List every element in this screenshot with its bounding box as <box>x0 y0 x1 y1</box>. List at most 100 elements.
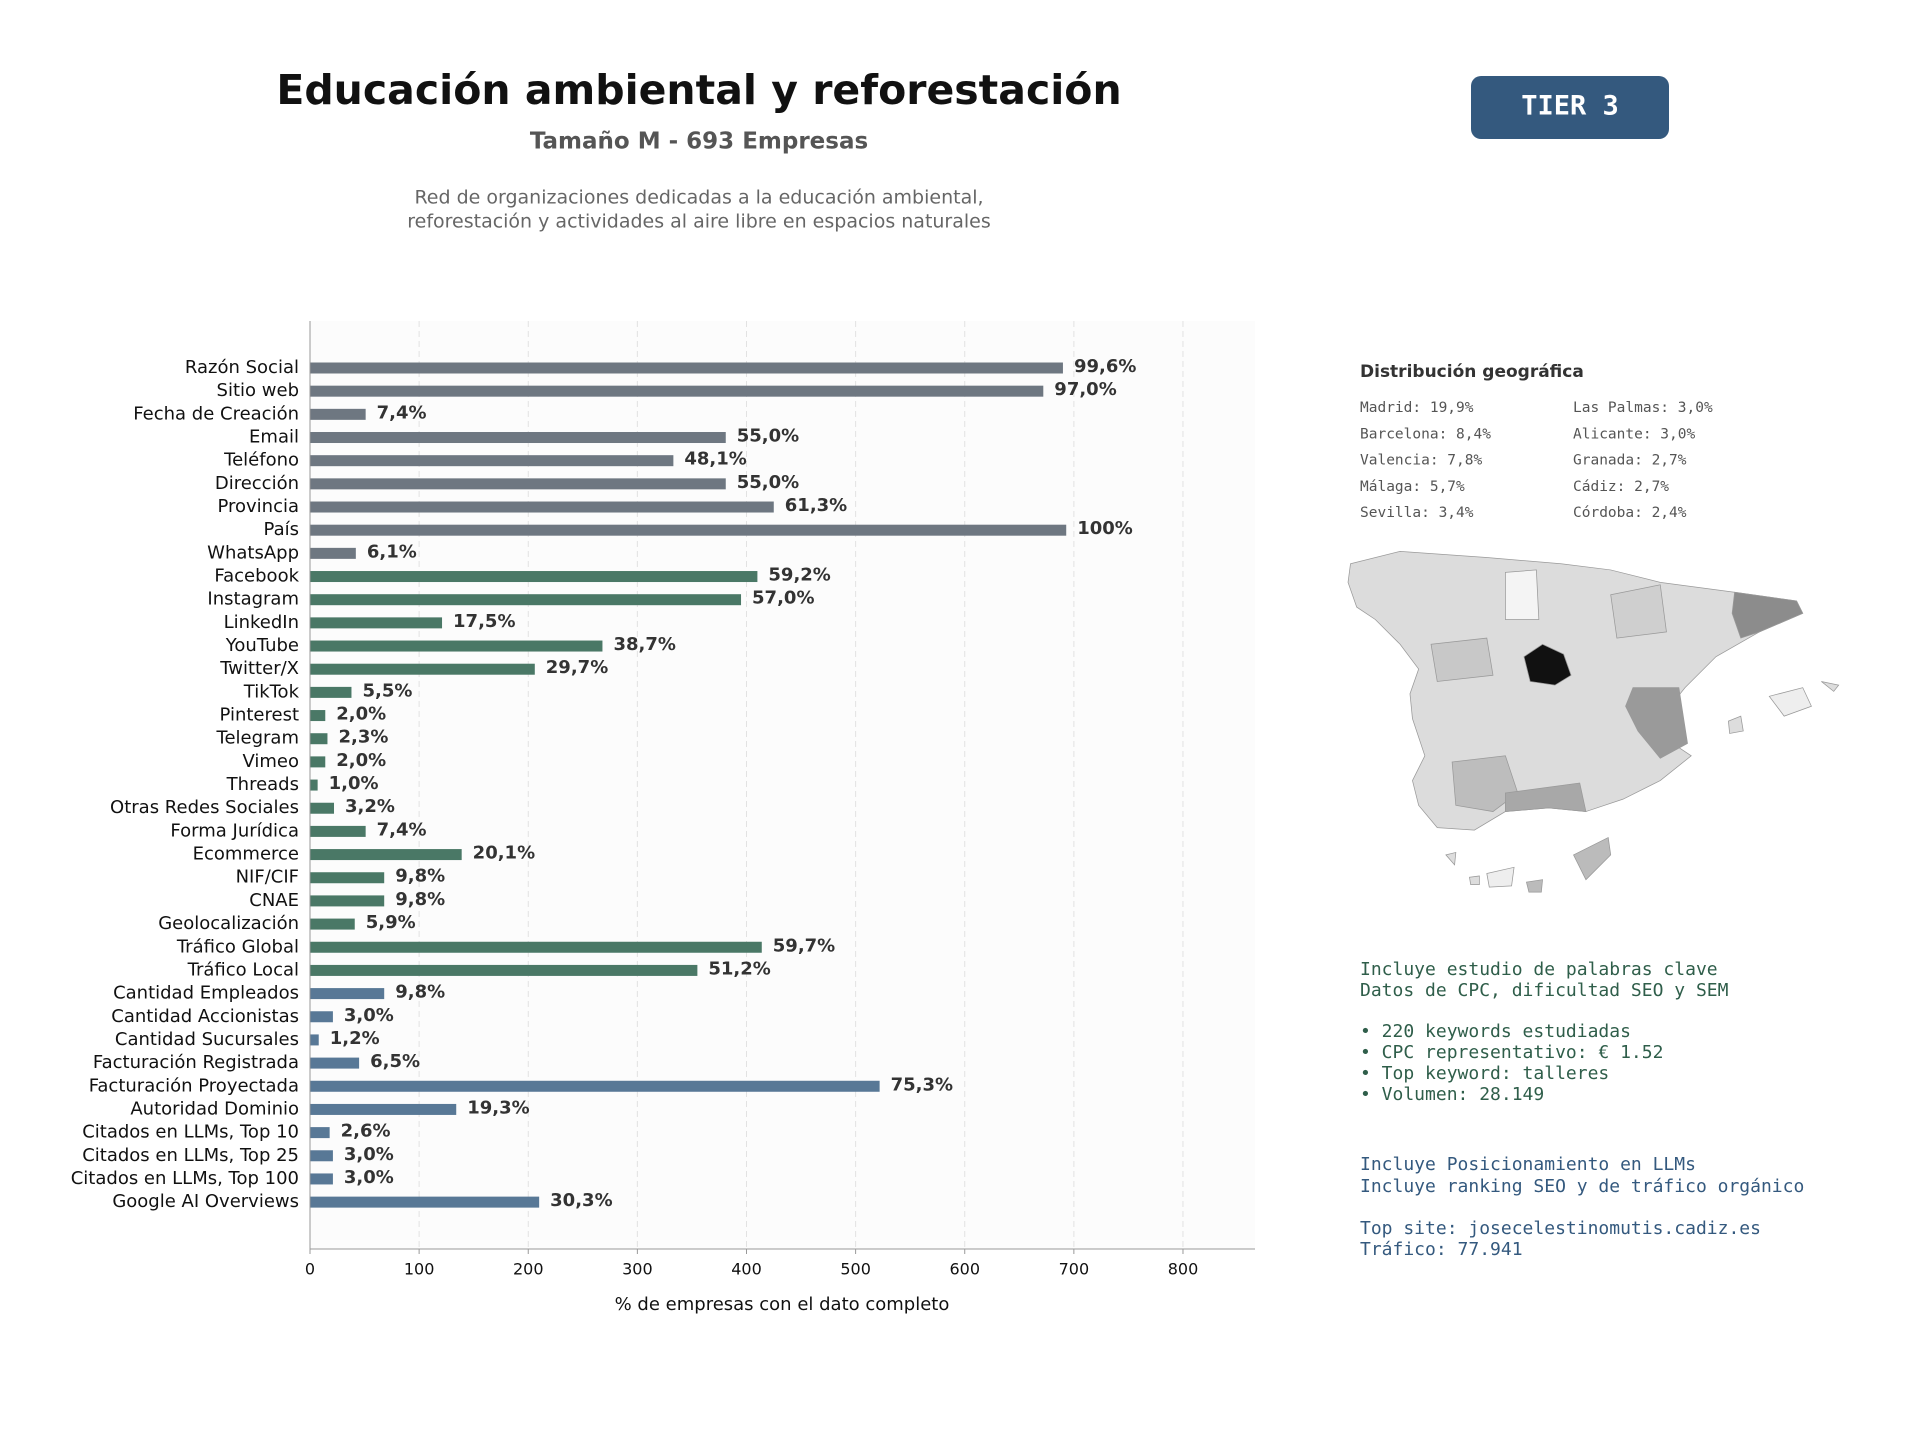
value-label: 59,2% <box>768 565 830 586</box>
seo-note: • 220 keywords estudiadas <box>1360 1021 1631 1042</box>
value-label: 61,3% <box>785 495 847 516</box>
value-label: 51,2% <box>708 958 770 979</box>
value-label: 3,0% <box>344 1144 394 1165</box>
y-tick-label: Cantidad Accionistas <box>111 1006 299 1027</box>
value-label: 30,3% <box>550 1190 612 1211</box>
geo-item: Alicante: 3,0% <box>1573 426 1695 442</box>
province <box>1505 782 1587 812</box>
geo-item: Málaga: 5,7% <box>1360 479 1465 495</box>
geo-item: Valencia: 7,8% <box>1360 453 1482 469</box>
island <box>1525 879 1543 893</box>
map <box>1347 550 1840 893</box>
seo-note: • Volumen: 28.149 <box>1360 1084 1544 1105</box>
island <box>1821 681 1840 692</box>
y-tick-label: Vimeo <box>242 751 299 772</box>
province <box>1731 591 1804 639</box>
value-label: 55,0% <box>737 426 799 447</box>
y-tick-label: NIF/CIF <box>236 867 299 888</box>
mainland <box>1347 550 1804 831</box>
value-label: 5,9% <box>366 912 416 933</box>
tier-label: TIER 3 <box>1521 91 1619 122</box>
island <box>1486 866 1515 888</box>
y-tick-label: Forma Jurídica <box>170 820 299 841</box>
bar <box>310 756 326 768</box>
y-tick-label: Ecommerce <box>193 844 299 865</box>
value-label: 3,0% <box>344 1167 394 1188</box>
geo-item: Granada: 2,7% <box>1573 453 1687 469</box>
y-tick-label: LinkedIn <box>224 612 299 633</box>
value-label: 9,8% <box>395 889 445 910</box>
description: Red de organizaciones dedicadas a la edu… <box>414 187 983 209</box>
y-tick-label: Cantidad Empleados <box>113 983 299 1004</box>
y-tick-label: Email <box>249 427 299 448</box>
value-label: 100% <box>1077 518 1133 539</box>
bar <box>310 1034 319 1046</box>
value-label: 55,0% <box>737 472 799 493</box>
bar <box>310 1080 880 1092</box>
geo-item: Barcelona: 8,4% <box>1360 426 1491 442</box>
bar <box>310 478 726 490</box>
y-tick-label: Citados en LLMs, Top 10 <box>82 1122 299 1143</box>
value-label: 1,2% <box>330 1028 380 1049</box>
bar <box>310 640 603 652</box>
bar <box>310 1103 457 1115</box>
y-tick-label: Sitio web <box>217 380 299 401</box>
seo-note: • Top keyword: talleres <box>1360 1063 1609 1084</box>
bar <box>310 362 1063 374</box>
value-label: 57,0% <box>752 588 814 609</box>
seo-note: • CPC representativo: € 1.52 <box>1360 1042 1663 1063</box>
value-label: 20,1% <box>473 843 535 864</box>
bar <box>310 1150 333 1162</box>
value-label: 3,2% <box>345 796 395 817</box>
description: reforestación y actividades al aire libr… <box>407 211 991 233</box>
y-tick-label: Razón Social <box>185 357 299 378</box>
bar <box>310 455 674 467</box>
geo-title: Distribución geográfica <box>1360 362 1584 382</box>
value-label: 75,3% <box>891 1074 953 1095</box>
value-label: 6,5% <box>370 1051 420 1072</box>
bar <box>310 988 385 1000</box>
bar <box>310 941 762 953</box>
y-tick-label: Dirección <box>215 473 299 494</box>
seo-note: Incluye estudio de palabras clave <box>1360 959 1718 980</box>
llm-note: Top site: josecelestinomutis.cadiz.es <box>1360 1218 1761 1239</box>
value-label: 17,5% <box>453 611 515 632</box>
bar <box>310 524 1067 536</box>
value-label: 7,4% <box>377 402 427 423</box>
bar <box>310 1011 333 1023</box>
value-label: 9,8% <box>395 982 445 1003</box>
island <box>1728 715 1744 734</box>
y-tick-label: Telegram <box>216 728 299 749</box>
value-label: 9,8% <box>395 866 445 887</box>
x-tick-label: 600 <box>949 1260 980 1279</box>
bar <box>310 872 385 884</box>
x-tick-label: 300 <box>622 1260 653 1279</box>
bar <box>310 1173 333 1185</box>
geo-item: Cádiz: 2,7% <box>1573 479 1669 495</box>
province <box>1505 569 1540 620</box>
y-tick-label: CNAE <box>249 890 299 911</box>
y-tick-label: Google AI Overviews <box>112 1191 299 1212</box>
bar <box>310 710 326 722</box>
y-tick-label: Citados en LLMs, Top 25 <box>82 1145 299 1166</box>
value-label: 2,0% <box>336 750 386 771</box>
y-tick-label: Cantidad Sucursales <box>115 1029 299 1050</box>
island <box>1573 837 1612 881</box>
geo-list: Madrid: 19,9% Barcelona: 8,4% Valencia: 7,… <box>1360 400 1713 521</box>
value-label: 7,4% <box>377 819 427 840</box>
value-label: 3,0% <box>344 1005 394 1026</box>
plot-area <box>310 321 1255 1249</box>
bar <box>310 825 366 837</box>
bar <box>310 733 328 745</box>
province <box>1625 687 1688 759</box>
y-tick-label: Facturación Proyectada <box>89 1075 299 1096</box>
island <box>1469 875 1480 886</box>
y-tick-label: Otras Redes Sociales <box>110 797 299 818</box>
y-tick-label: WhatsApp <box>207 542 299 563</box>
value-label: 19,3% <box>467 1097 529 1118</box>
y-tick-label: País <box>264 519 299 540</box>
y-tick-label: Provincia <box>217 496 299 517</box>
value-label: 97,0% <box>1054 379 1116 400</box>
